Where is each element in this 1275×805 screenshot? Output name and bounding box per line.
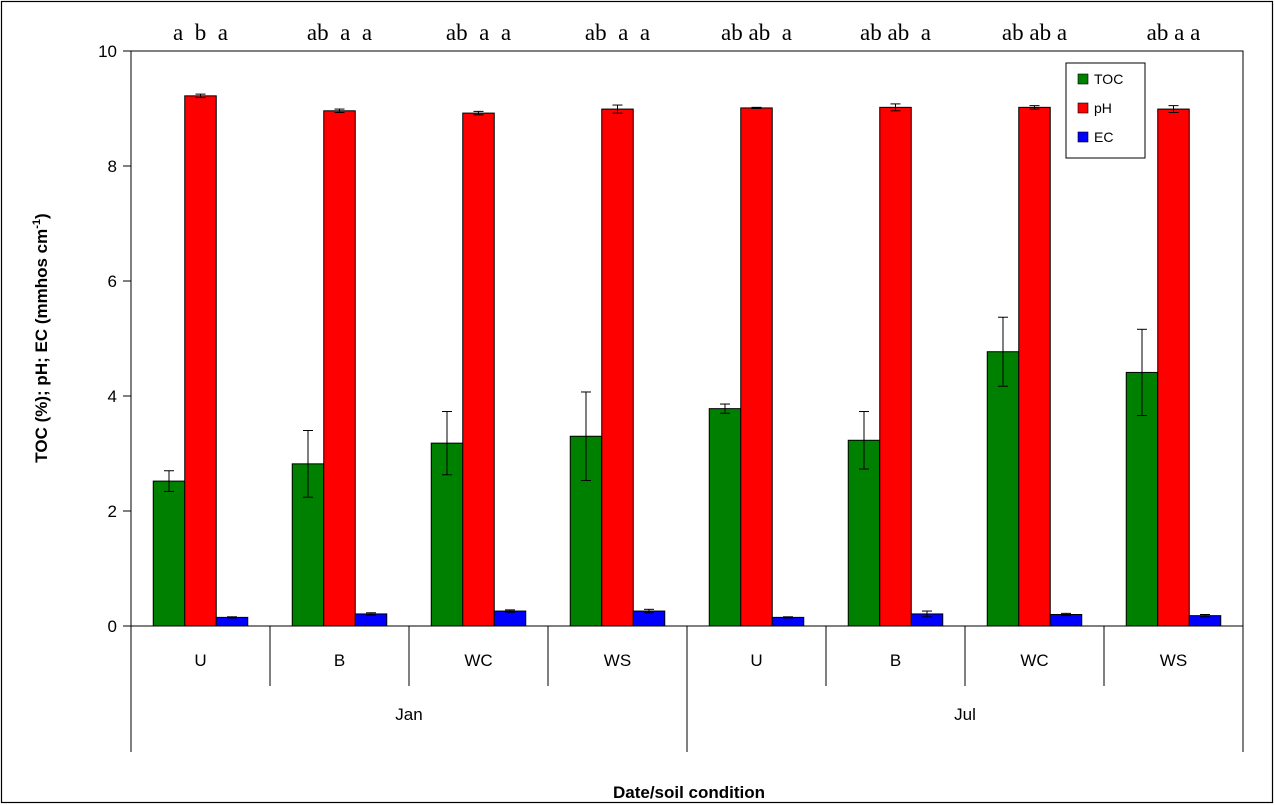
category-label: U <box>750 651 762 670</box>
significance-letters: ab ab a <box>721 20 792 45</box>
legend-label: TOC <box>1094 71 1123 87</box>
y-tick-label: 2 <box>108 502 117 521</box>
category-label: U <box>194 651 206 670</box>
bar-ec <box>771 616 805 627</box>
bar-ec <box>215 616 249 627</box>
significance-letters: a b a <box>173 20 228 45</box>
bar-ec <box>354 613 388 627</box>
bar-ph <box>323 110 356 627</box>
bar-ec <box>632 610 666 627</box>
y-axis-title: TOC (%); pH; EC (mmhos cm-1) <box>31 213 51 462</box>
category-label: B <box>334 651 345 670</box>
category-label: WS <box>604 651 631 670</box>
category-label: WS <box>1160 651 1187 670</box>
category-label: B <box>890 651 901 670</box>
bar-ec <box>493 610 527 627</box>
bar-ph <box>1018 106 1051 627</box>
significance-letters: ab a a <box>446 20 511 45</box>
bar-toc <box>847 439 881 627</box>
y-axis-title-superscript: -1 <box>31 219 43 229</box>
category-label: WC <box>1020 651 1048 670</box>
bar-ph <box>184 95 217 627</box>
bar-toc <box>986 351 1020 627</box>
bar-ph <box>601 108 634 627</box>
y-tick-label: 4 <box>108 387 117 406</box>
bar-ph <box>462 112 495 627</box>
legend-label: pH <box>1094 100 1112 116</box>
y-tick-label: 8 <box>108 157 117 176</box>
bar-toc <box>152 480 186 627</box>
bar-ph <box>740 107 773 627</box>
legend-swatch-ph <box>1077 102 1089 114</box>
bar-toc <box>708 408 742 627</box>
bar-ph <box>879 106 912 627</box>
y-tick-label: 6 <box>108 272 117 291</box>
legend-label: EC <box>1094 129 1113 145</box>
legend-swatch-ec <box>1077 131 1089 143</box>
y-axis-title-suffix: ) <box>32 213 51 219</box>
category-label: WC <box>464 651 492 670</box>
significance-letters: ab a a <box>307 20 372 45</box>
y-axis-title-main: TOC (%); pH; EC (mmhos cm <box>32 229 51 463</box>
bar-ph <box>1157 108 1190 627</box>
y-tick-label: 0 <box>108 617 117 636</box>
group-label: Jul <box>954 705 976 724</box>
significance-letters: ab ab a <box>860 20 931 45</box>
significance-letters: ab ab a <box>1002 20 1067 45</box>
significance-letters: ab a a <box>1147 20 1201 45</box>
group-label: Jan <box>395 705 422 724</box>
bar-ec <box>1049 614 1083 627</box>
y-tick-label: 10 <box>98 42 117 61</box>
x-axis-title: Date/soil condition <box>613 783 765 802</box>
significance-letters: ab a a <box>585 20 650 45</box>
legend-swatch-toc <box>1077 73 1089 85</box>
